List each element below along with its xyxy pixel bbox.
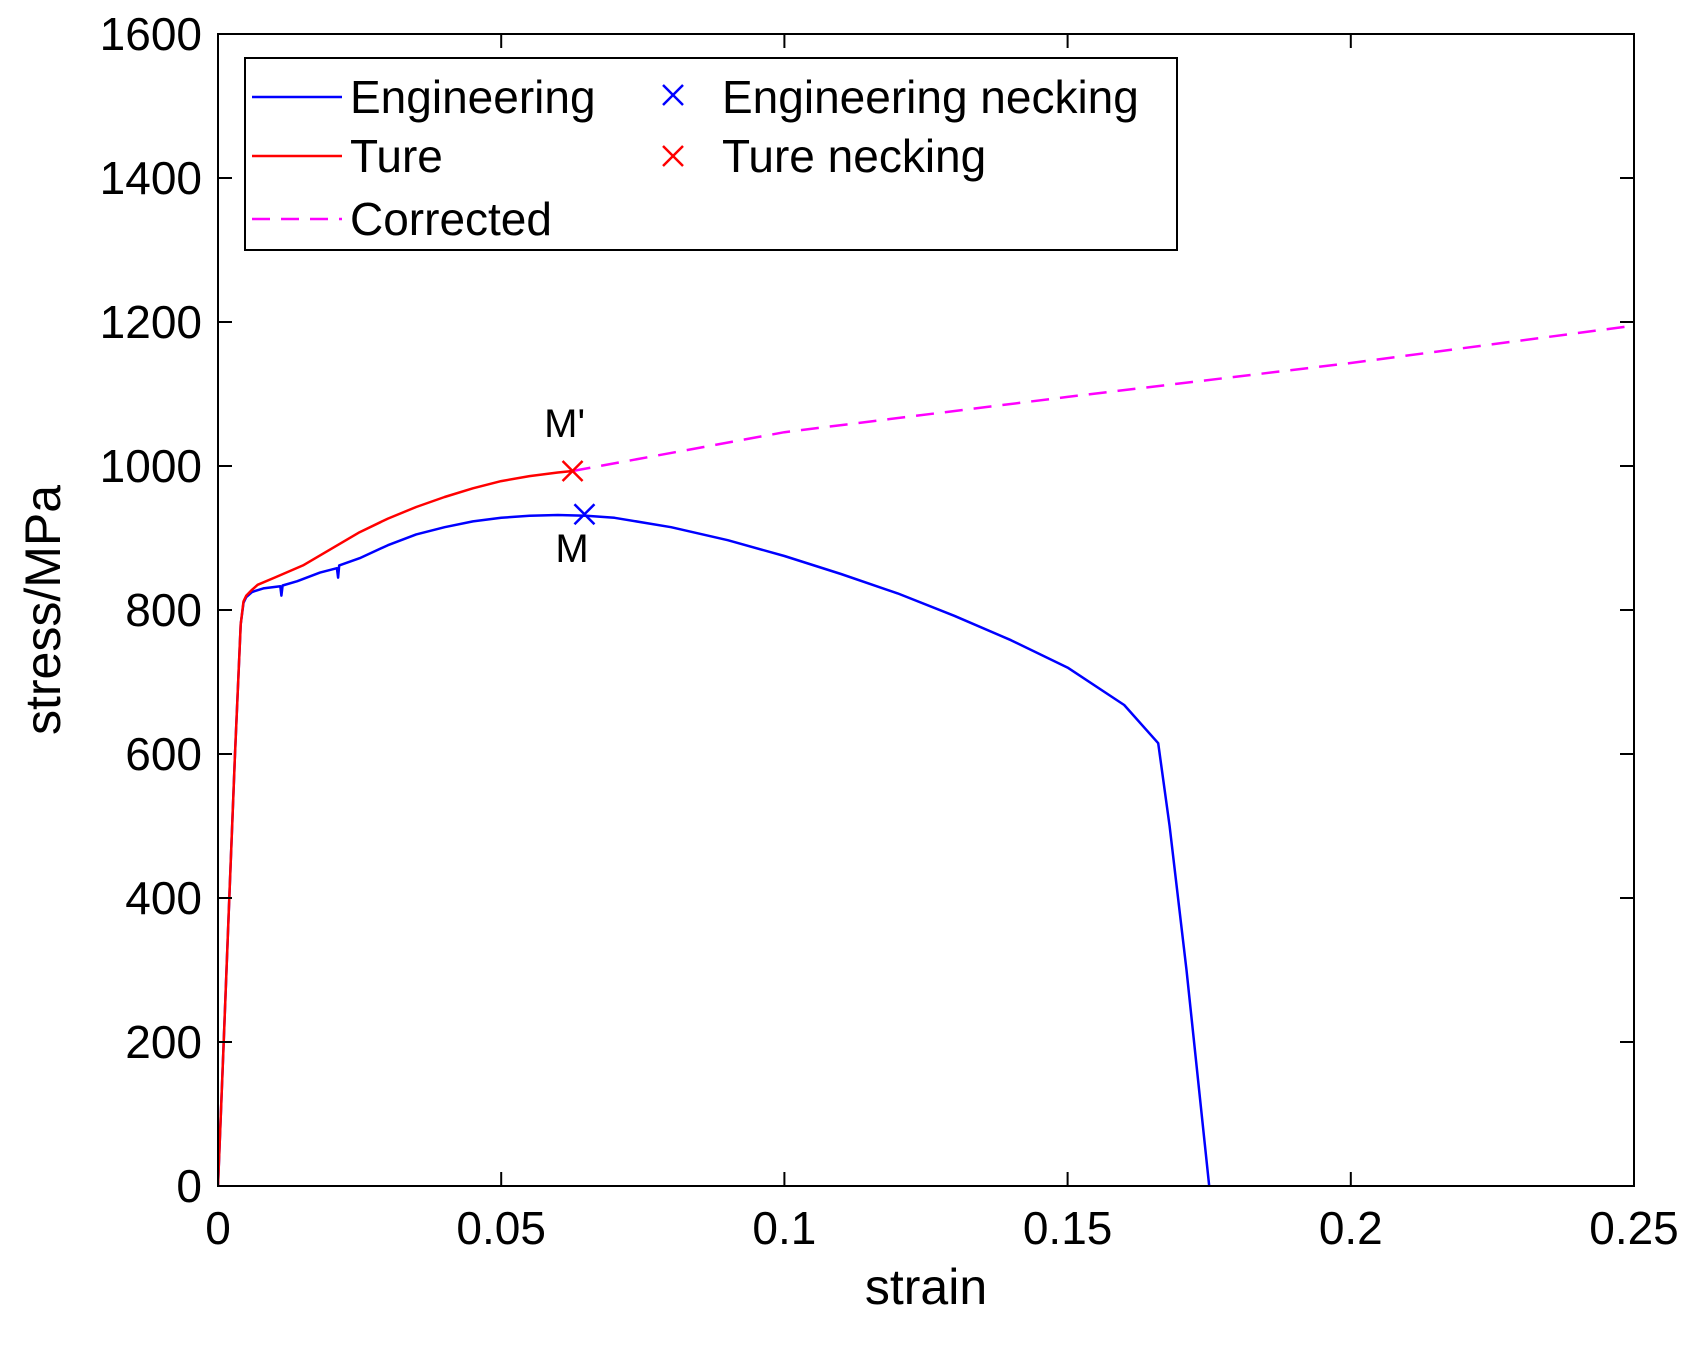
marker-ture-necking bbox=[561, 460, 584, 482]
x-tick-label: 0.25 bbox=[1589, 1202, 1679, 1254]
series-line-corrected bbox=[572, 324, 1634, 473]
legend-label-ture-necking: Ture necking bbox=[722, 130, 986, 182]
legend: Engineering Ture Corrected Engineering n… bbox=[244, 57, 1178, 251]
x-tick-label: 0.15 bbox=[1023, 1202, 1113, 1254]
x-axis-ticks: 0 0.05 0.1 0.15 0.2 0.25 bbox=[205, 34, 1679, 1254]
x-tick-label: 0.2 bbox=[1319, 1202, 1383, 1254]
marker-engineering-necking bbox=[573, 503, 596, 526]
y-tick-label: 600 bbox=[125, 728, 202, 780]
series-line-ture bbox=[218, 469, 574, 1186]
x-tick-label: 0.1 bbox=[752, 1202, 816, 1254]
y-tick-label: 1600 bbox=[100, 8, 202, 60]
annotation-m-prime: M' bbox=[544, 402, 585, 446]
legend-label-ture: Ture bbox=[350, 130, 443, 182]
legend-label-engineering: Engineering bbox=[350, 71, 596, 123]
legend-box bbox=[244, 57, 1178, 251]
legend-label-engineering-necking: Engineering necking bbox=[722, 71, 1139, 123]
x-tick-label: 0 bbox=[205, 1202, 231, 1254]
y-tick-label: 400 bbox=[125, 872, 202, 924]
series-line-engineering bbox=[218, 513, 1211, 1186]
annotation-m: M bbox=[555, 527, 588, 571]
y-axis-label: stress/MPa bbox=[15, 485, 71, 735]
y-tick-label: 1400 bbox=[100, 152, 202, 204]
legend-marker-ture-necking bbox=[662, 145, 684, 167]
y-axis-ticks: 0 200 400 600 800 1000 1200 1400 1600 bbox=[100, 8, 1634, 1212]
x-tick-label: 0.05 bbox=[456, 1202, 546, 1254]
x-axis-label: strain bbox=[865, 1259, 987, 1315]
y-tick-label: 200 bbox=[125, 1016, 202, 1068]
y-tick-label: 1000 bbox=[100, 440, 202, 492]
y-tick-label: 0 bbox=[176, 1160, 202, 1212]
y-tick-label: 800 bbox=[125, 584, 202, 636]
series-layer bbox=[218, 324, 1634, 1186]
legend-label-corrected: Corrected bbox=[350, 193, 552, 245]
marker-layer bbox=[561, 460, 596, 526]
legend-marker-engineering-necking bbox=[662, 84, 684, 106]
y-tick-label: 1200 bbox=[100, 296, 202, 348]
